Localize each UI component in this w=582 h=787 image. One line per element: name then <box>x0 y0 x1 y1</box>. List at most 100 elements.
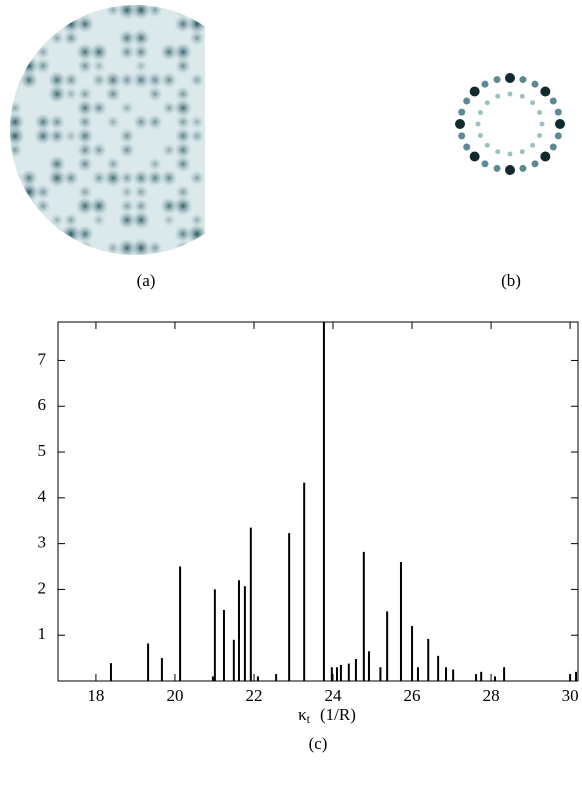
pattern-dot <box>477 110 483 116</box>
x-tick-label: 20 <box>166 686 183 705</box>
x-label-symbol: κ <box>298 705 307 724</box>
panel-label: (b) <box>501 271 521 290</box>
pattern-blob <box>147 86 163 102</box>
pattern-dot <box>539 121 545 127</box>
pattern-blob <box>34 113 52 131</box>
pattern-blob <box>162 213 176 227</box>
pattern-blob <box>77 5 93 18</box>
pattern-blob <box>146 169 164 187</box>
pattern-blob <box>19 70 39 90</box>
pattern-image-b <box>455 73 565 175</box>
pattern-blob <box>47 70 67 90</box>
pattern-blob <box>48 155 66 173</box>
pattern-blob <box>10 211 24 229</box>
pattern-blob <box>63 72 79 88</box>
pattern-blob <box>131 210 151 230</box>
pattern-blob <box>175 184 191 200</box>
pattern-blob <box>10 142 23 158</box>
pattern-blob <box>160 169 178 187</box>
pattern-blob <box>105 114 121 130</box>
pattern-blob <box>92 213 106 227</box>
pattern-blob <box>146 71 164 89</box>
pattern-dot <box>549 97 557 105</box>
pattern-blob <box>92 59 106 73</box>
pattern-blob <box>174 225 192 243</box>
pattern-blob <box>35 240 51 255</box>
pattern-blob <box>160 71 178 89</box>
pattern-blob <box>77 86 93 102</box>
pattern-blob <box>147 5 163 18</box>
pattern-blob <box>34 127 52 145</box>
pattern-blob <box>187 224 207 244</box>
plot-frame <box>57 321 579 682</box>
pattern-blob <box>76 155 94 173</box>
pattern-blob <box>75 196 95 216</box>
pattern-dot <box>555 119 565 129</box>
pattern-blob <box>91 142 107 158</box>
pattern-blob <box>77 114 93 130</box>
pattern-blob <box>174 57 192 75</box>
pattern-dot <box>531 160 539 168</box>
pattern-blob <box>64 241 78 255</box>
pattern-blob <box>10 170 23 186</box>
pattern-blob <box>189 114 205 130</box>
pattern-blob <box>147 240 163 255</box>
pattern-dot <box>540 86 551 97</box>
pattern-blob <box>160 197 178 215</box>
pattern-blob <box>173 98 193 118</box>
pattern-blob <box>105 240 121 255</box>
pattern-blob <box>174 127 192 145</box>
pattern-dot <box>463 143 471 151</box>
pattern-blob <box>131 238 151 255</box>
pattern-blob <box>175 86 191 102</box>
y-tick-label: 3 <box>38 533 47 552</box>
pattern-blob <box>173 196 193 216</box>
pattern-blob <box>146 113 164 131</box>
pattern-dot <box>507 91 513 97</box>
pattern-blob <box>10 72 23 88</box>
chart: 18 20 22 24 26 28 30 1 2 3 4 5 6 7 <box>38 321 579 705</box>
pattern-blob <box>89 42 109 62</box>
pattern-dot <box>481 160 489 168</box>
pattern-blob <box>160 43 178 61</box>
pattern-dot <box>463 97 471 105</box>
pattern-blob <box>47 84 67 104</box>
pattern-blob <box>174 15 192 33</box>
pattern-dot <box>530 142 536 148</box>
x-tick-label: 24 <box>325 686 343 705</box>
pattern-dot <box>495 93 501 99</box>
y-tick-label: 6 <box>38 395 47 414</box>
pattern-blob <box>62 169 80 187</box>
pattern-blob <box>119 184 135 200</box>
pattern-dot <box>493 76 501 84</box>
panel-label: (c) <box>309 734 328 753</box>
pattern-dot <box>530 100 536 106</box>
pattern-blob <box>133 198 149 214</box>
pattern-blob <box>189 170 205 186</box>
pattern-blob <box>63 212 79 228</box>
pattern-dot <box>484 100 490 106</box>
pattern-blob <box>118 29 136 47</box>
pattern-blob <box>118 43 136 61</box>
pattern-dot <box>481 80 489 88</box>
pattern-dot <box>477 132 483 138</box>
pattern-blob <box>35 198 51 214</box>
pattern-blob <box>189 128 205 144</box>
x-tick-label: 30 <box>562 686 579 705</box>
pattern-blob <box>75 42 95 62</box>
pattern-blob <box>174 141 192 159</box>
pattern-blob <box>104 85 122 103</box>
x-tick-label: 22 <box>245 686 262 705</box>
pattern-dot <box>507 151 513 157</box>
x-tick-label: 18 <box>87 686 104 705</box>
pattern-blob <box>76 127 94 145</box>
pattern-dot <box>484 142 490 148</box>
pattern-dot <box>495 149 501 155</box>
pattern-blob <box>10 44 23 60</box>
pattern-blob <box>34 57 52 75</box>
pattern-dot <box>458 132 466 140</box>
pattern-blob <box>119 100 135 116</box>
pattern-dot <box>549 143 557 151</box>
pattern-blob <box>189 30 205 46</box>
